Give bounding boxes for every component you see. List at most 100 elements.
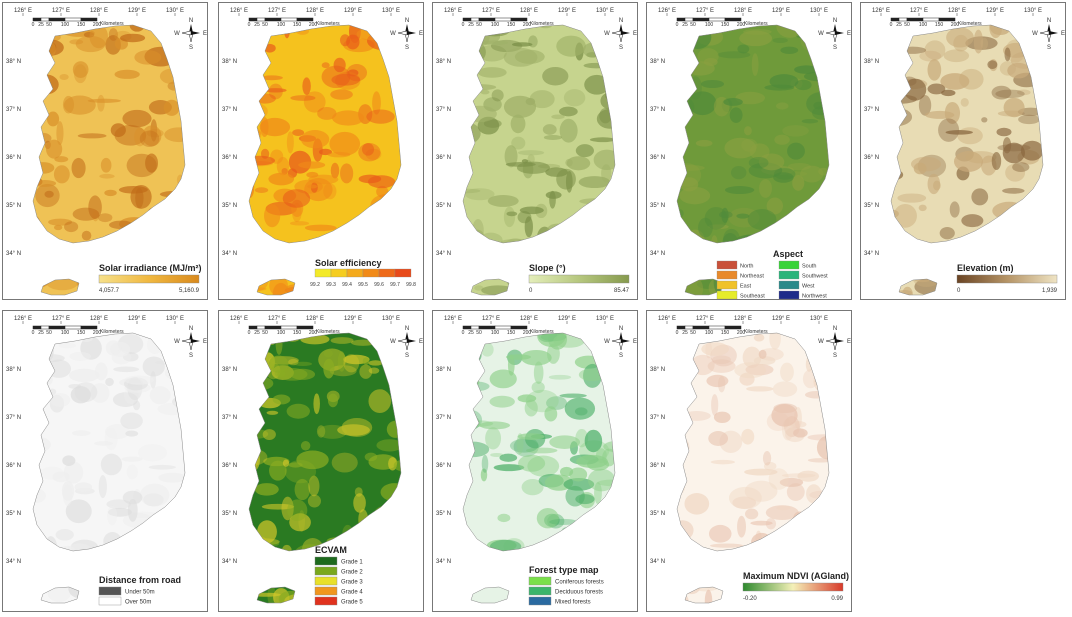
legend-item-label: Deciduous forests <box>555 590 603 596</box>
legend-max-label: 85.47 <box>614 288 630 294</box>
legend-swatch <box>716 260 738 270</box>
latitude-label: 37° N <box>6 415 21 421</box>
scale-bar-segment <box>494 17 512 22</box>
map-panel-solar-irradiance: 126° E 127° E 128° E 129° E 130° E 38° N 37° N… <box>2 2 208 300</box>
scale-tick-label: 50 <box>476 22 482 28</box>
map-panel-distance-from-road: 126° E 127° E 128° E 129° E 130° E 38° N 37° N… <box>2 310 208 612</box>
jeju-island <box>470 586 510 604</box>
scale-tick-label: 100 <box>277 330 286 336</box>
map-svg: 126° E 127° E 128° E 129° E 130° E 38° N 37° N… <box>436 8 637 296</box>
legend: Maximum NDVI (AGland) -0.20 0.99 <box>742 571 849 602</box>
scale-unit-label: Kilometers <box>744 329 768 335</box>
legend: Forest type map Coniferous forests Deciduo… <box>528 565 604 606</box>
jeju-island <box>684 586 724 604</box>
legend-title: Distance from road <box>99 575 181 585</box>
compass-s-label: S <box>619 353 623 359</box>
longitude-label: 129° E <box>558 8 576 14</box>
scale-bar-segment <box>80 325 98 330</box>
longitude-label: 130° E <box>166 316 184 322</box>
scale-tick-label: 50 <box>904 22 910 28</box>
longitude-label: 126° E <box>14 8 32 14</box>
scale-bar-segment <box>684 325 694 330</box>
compass-n-label: N <box>405 18 409 24</box>
scale-bar-segment <box>470 325 480 330</box>
scale-tick-label: 0 <box>32 330 35 336</box>
north-arrow-icon: N S W E <box>604 18 637 51</box>
jeju-island <box>470 278 510 296</box>
legend-item-label: North <box>740 264 753 270</box>
scale-bar-segment <box>264 17 282 22</box>
coastline <box>32 332 186 552</box>
legend-title: Solar efficiency <box>315 258 382 268</box>
longitude-label: 128° E <box>734 8 752 14</box>
legend-title: Forest type map <box>529 565 599 575</box>
scale-unit-label: Kilometers <box>316 21 340 27</box>
scale-tick-label: 200 <box>93 330 102 336</box>
scale-bar-segment <box>708 17 726 22</box>
compass-n-label: N <box>189 326 193 332</box>
legend-title: Solar irradiance (MJ/m²) <box>99 263 202 273</box>
scale-tick-label: 0 <box>248 22 251 28</box>
coastline <box>890 24 1044 244</box>
north-arrow-icon: N S W E <box>604 326 637 359</box>
map-panel-slope: 126° E 127° E 128° E 129° E 130° E 38° N 37° N… <box>432 2 638 300</box>
legend-swatch <box>314 596 338 606</box>
compass-e-label: E <box>203 339 207 345</box>
compass-n-label: N <box>189 18 193 24</box>
map-svg: 126° E 127° E 128° E 129° E 130° E 38° N 37° N… <box>222 8 423 296</box>
scale-tick-label: 25 <box>468 330 474 336</box>
latitude-label: 36° N <box>222 463 237 469</box>
latitude-label: 34° N <box>222 559 237 565</box>
longitude-label: 128° E <box>520 8 538 14</box>
latitude-label: 37° N <box>6 107 21 113</box>
latitude-label: 37° N <box>436 415 451 421</box>
legend-title: Elevation (m) <box>957 263 1014 273</box>
compass-n-label: N <box>405 326 409 332</box>
scale-tick-label: 100 <box>491 330 500 336</box>
scale-tick-label: 0 <box>32 22 35 28</box>
latitude-label: 35° N <box>6 511 21 517</box>
latitude-label: 38° N <box>436 59 451 65</box>
jeju-island <box>256 278 296 296</box>
legend-item-label: East <box>740 284 751 290</box>
map-raster <box>463 25 615 295</box>
latitude-label: 38° N <box>6 59 21 65</box>
compass-s-label: S <box>833 353 837 359</box>
compass-e-label: E <box>419 339 423 345</box>
legend-max-label: 0.99 <box>831 596 843 602</box>
legend-swatch <box>314 566 338 576</box>
north-arrow-icon: N S W E <box>174 326 207 359</box>
legend-max-label: 5,160.9 <box>179 288 200 294</box>
legend: Solar irradiance (MJ/m²) 4,057.7 5,160.9 <box>98 263 202 294</box>
scale-tick-label: 200 <box>309 22 318 28</box>
legend-item-label: Northeast <box>740 274 764 280</box>
scale-bar-segment <box>478 17 496 22</box>
compass-s-label: S <box>405 45 409 51</box>
scale-bar-segment <box>938 17 956 22</box>
jeju-island <box>40 586 80 604</box>
compass-n-label: N <box>833 326 837 332</box>
scale-bar-segment <box>40 17 50 22</box>
longitude-label: 128° E <box>306 8 324 14</box>
longitude-label: 126° E <box>230 8 248 14</box>
longitude-label: 127° E <box>696 316 714 322</box>
scale-tick-label: 25 <box>38 330 44 336</box>
latitude-label: 36° N <box>864 155 879 161</box>
scale-tick-label: 200 <box>737 22 746 28</box>
legend-color-ramp <box>98 274 200 284</box>
latitude-label: 35° N <box>436 203 451 209</box>
scale-tick-label: 0 <box>890 22 893 28</box>
latitude-label: 34° N <box>436 251 451 257</box>
longitude-label: 127° E <box>482 8 500 14</box>
compass-w-label: W <box>604 339 610 345</box>
longitude-label: 126° E <box>658 316 676 322</box>
legend-item-label: Over 50m <box>125 600 151 606</box>
compass-n-label: N <box>1047 18 1051 24</box>
longitude-label: 126° E <box>14 316 32 322</box>
scale-tick-label: 200 <box>93 22 102 28</box>
legend-item-label: West <box>802 284 815 290</box>
scale-bar-segment <box>256 325 266 330</box>
scale-bar-segment <box>724 17 742 22</box>
